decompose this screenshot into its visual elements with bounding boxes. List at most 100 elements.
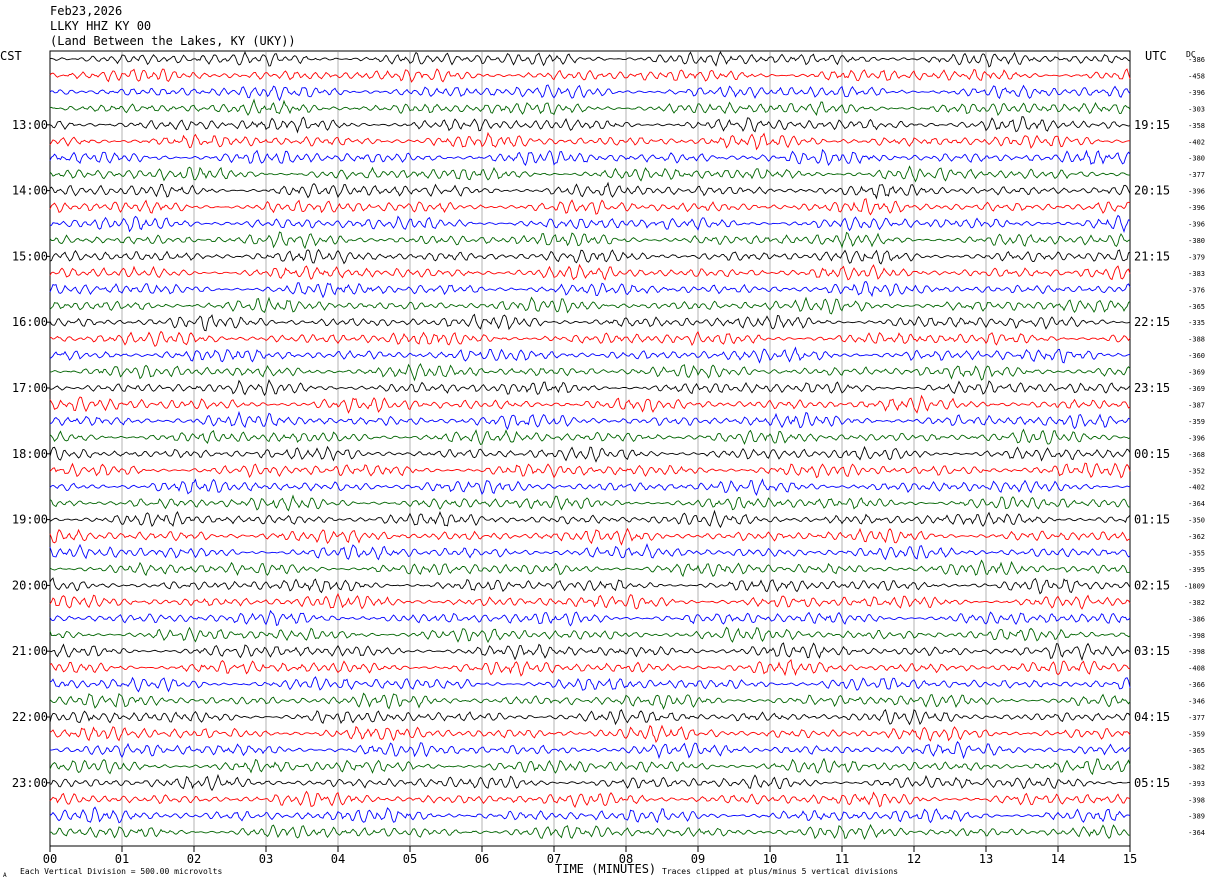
- seismic-trace: [49, 131, 1131, 151]
- x-tick-label: 03: [259, 852, 273, 866]
- left-hour-label: 19:00: [12, 513, 48, 527]
- seismic-trace: [49, 379, 1131, 397]
- x-tick-label: 08: [619, 852, 633, 866]
- seismic-trace: [49, 330, 1131, 348]
- right-hour-label: 01:15: [1134, 513, 1170, 527]
- seismic-trace: [49, 559, 1131, 578]
- right-timezone-label: UTC: [1145, 49, 1167, 63]
- seismic-trace: [49, 527, 1131, 546]
- seismic-trace: [49, 231, 1131, 250]
- seismic-trace: [49, 823, 1131, 840]
- seismic-trace: [49, 116, 1131, 134]
- dc-offset-label: -335: [1188, 319, 1205, 327]
- seismic-trace: [49, 68, 1131, 83]
- dc-offset-label: -380: [1188, 155, 1205, 163]
- seismic-trace: [49, 642, 1131, 662]
- plot-frame: [49, 50, 1131, 847]
- dc-offset-label: -396: [1188, 89, 1205, 97]
- seismic-trace: [49, 346, 1131, 364]
- dc-offset-label: -408: [1188, 665, 1205, 673]
- dc-offset-header: DC: [1186, 50, 1196, 59]
- seismic-trace: [49, 214, 1131, 234]
- seismic-trace: [49, 577, 1131, 595]
- x-tick-label: 12: [907, 852, 921, 866]
- dc-offset-label: -379: [1188, 253, 1205, 261]
- seismic-trace: [49, 248, 1131, 265]
- dc-offset-label: -346: [1188, 698, 1205, 706]
- left-hour-label: 18:00: [12, 447, 48, 461]
- plot-date: Feb23,2026: [50, 4, 123, 18]
- seismic-trace: [49, 98, 1131, 116]
- x-tick-label: 11: [835, 852, 849, 866]
- seismic-trace: [49, 280, 1131, 299]
- dc-offset-label: -396: [1188, 434, 1205, 442]
- dc-offset-label: -377: [1188, 171, 1205, 179]
- seismic-trace: [49, 609, 1131, 627]
- x-tick-label: 14: [1051, 852, 1065, 866]
- seismic-trace: [49, 410, 1131, 431]
- left-hour-label: 20:00: [12, 578, 48, 592]
- dc-offset-label: -402: [1188, 138, 1205, 146]
- seismic-trace: [49, 790, 1131, 809]
- dc-offset-label: -358: [1188, 122, 1205, 130]
- left-hour-label: 13:00: [12, 118, 48, 132]
- dc-offset-label: -386: [1188, 615, 1205, 623]
- dc-offset-label: -359: [1188, 730, 1205, 738]
- station-code: LLKY HHZ KY 00: [50, 19, 152, 33]
- seismic-trace: [49, 676, 1131, 693]
- dc-offset-label: -382: [1188, 763, 1205, 771]
- seismic-trace: [49, 543, 1131, 561]
- seismic-trace: [49, 428, 1131, 446]
- dc-offset-label: -362: [1188, 533, 1205, 541]
- dc-offset-label: -398: [1188, 648, 1205, 656]
- dc-offset-label: -359: [1188, 418, 1205, 426]
- x-tick-label: 02: [187, 852, 201, 866]
- right-hour-label: 04:15: [1134, 710, 1170, 724]
- dc-offset-label: -366: [1188, 681, 1205, 689]
- dc-offset-label: -377: [1188, 714, 1205, 722]
- dc-offset-label: -389: [1188, 813, 1205, 821]
- right-hour-label: 03:15: [1134, 644, 1170, 658]
- seismic-trace: [49, 84, 1131, 102]
- seismic-trace: [49, 363, 1131, 382]
- dc-offset-label: -365: [1188, 303, 1205, 311]
- seismic-trace: [49, 806, 1131, 824]
- dc-offset-label: -396: [1188, 188, 1205, 196]
- seismic-trace: [49, 626, 1131, 644]
- right-hour-label: 02:15: [1134, 578, 1170, 592]
- corner-mark: A: [3, 872, 7, 879]
- seismic-trace: [49, 198, 1131, 216]
- x-tick-label: 04: [331, 852, 345, 866]
- right-hour-label: 22:15: [1134, 315, 1170, 329]
- dc-offset-label: -360: [1188, 352, 1205, 360]
- dc-offset-label: -369: [1188, 385, 1205, 393]
- seismic-trace: [49, 478, 1131, 496]
- right-hour-label: 23:15: [1134, 381, 1170, 395]
- x-axis-label: TIME (MINUTES): [555, 862, 657, 876]
- seismic-trace: [49, 313, 1131, 332]
- dc-offset-label: -388: [1188, 336, 1205, 344]
- dc-offset-label: -350: [1188, 517, 1205, 525]
- left-hour-label: 15:00: [12, 249, 48, 263]
- dc-offset-label: -396: [1188, 221, 1205, 229]
- dc-offset-label: -380: [1188, 237, 1205, 245]
- seismic-trace: [49, 708, 1131, 726]
- seismic-trace: [49, 692, 1131, 710]
- dc-offset-label: -395: [1188, 566, 1205, 574]
- right-hour-label: 19:15: [1134, 118, 1170, 132]
- dc-offset-label: -458: [1188, 72, 1205, 80]
- right-hour-label: 21:15: [1134, 249, 1170, 263]
- seismic-trace: [49, 165, 1131, 183]
- x-tick-label: 15: [1123, 852, 1137, 866]
- seismic-trace: [49, 394, 1131, 414]
- dc-offset-label: -382: [1188, 599, 1205, 607]
- dc-offset-label: -396: [1188, 204, 1205, 212]
- dc-offset-label: -368: [1188, 451, 1205, 459]
- dc-offset-label: -303: [1188, 105, 1205, 113]
- right-hour-label: 20:15: [1134, 184, 1170, 198]
- dc-offset-label: -386: [1188, 56, 1205, 64]
- dc-offset-label: -393: [1188, 780, 1205, 788]
- x-tick-label: 01: [115, 852, 129, 866]
- x-tick-label: 13: [979, 852, 993, 866]
- x-tick-label: 05: [403, 852, 417, 866]
